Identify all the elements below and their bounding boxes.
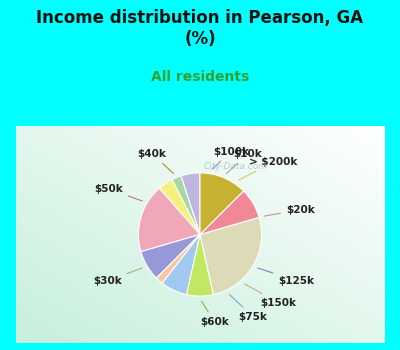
Text: All residents: All residents [151,70,249,84]
Wedge shape [181,173,200,235]
Wedge shape [200,191,259,235]
Text: $150k: $150k [245,284,296,308]
Wedge shape [200,173,244,235]
Text: $10k: $10k [226,149,262,173]
Wedge shape [200,217,262,295]
Wedge shape [162,234,200,295]
Text: $50k: $50k [94,184,142,201]
Text: $30k: $30k [93,268,142,286]
Wedge shape [159,180,200,235]
Text: $60k: $60k [200,301,229,327]
Wedge shape [186,234,214,296]
Text: $100k: $100k [212,147,249,169]
Text: City-Data.com: City-Data.com [204,162,268,172]
Text: $125k: $125k [258,268,314,286]
Text: > $200k: > $200k [238,157,298,180]
Wedge shape [156,234,200,283]
Text: $75k: $75k [229,294,268,322]
Text: Income distribution in Pearson, GA
(%): Income distribution in Pearson, GA (%) [36,9,364,48]
Wedge shape [138,188,200,252]
Text: $40k: $40k [138,149,174,173]
Wedge shape [141,234,200,278]
Text: $20k: $20k [264,204,315,216]
Wedge shape [172,176,200,235]
